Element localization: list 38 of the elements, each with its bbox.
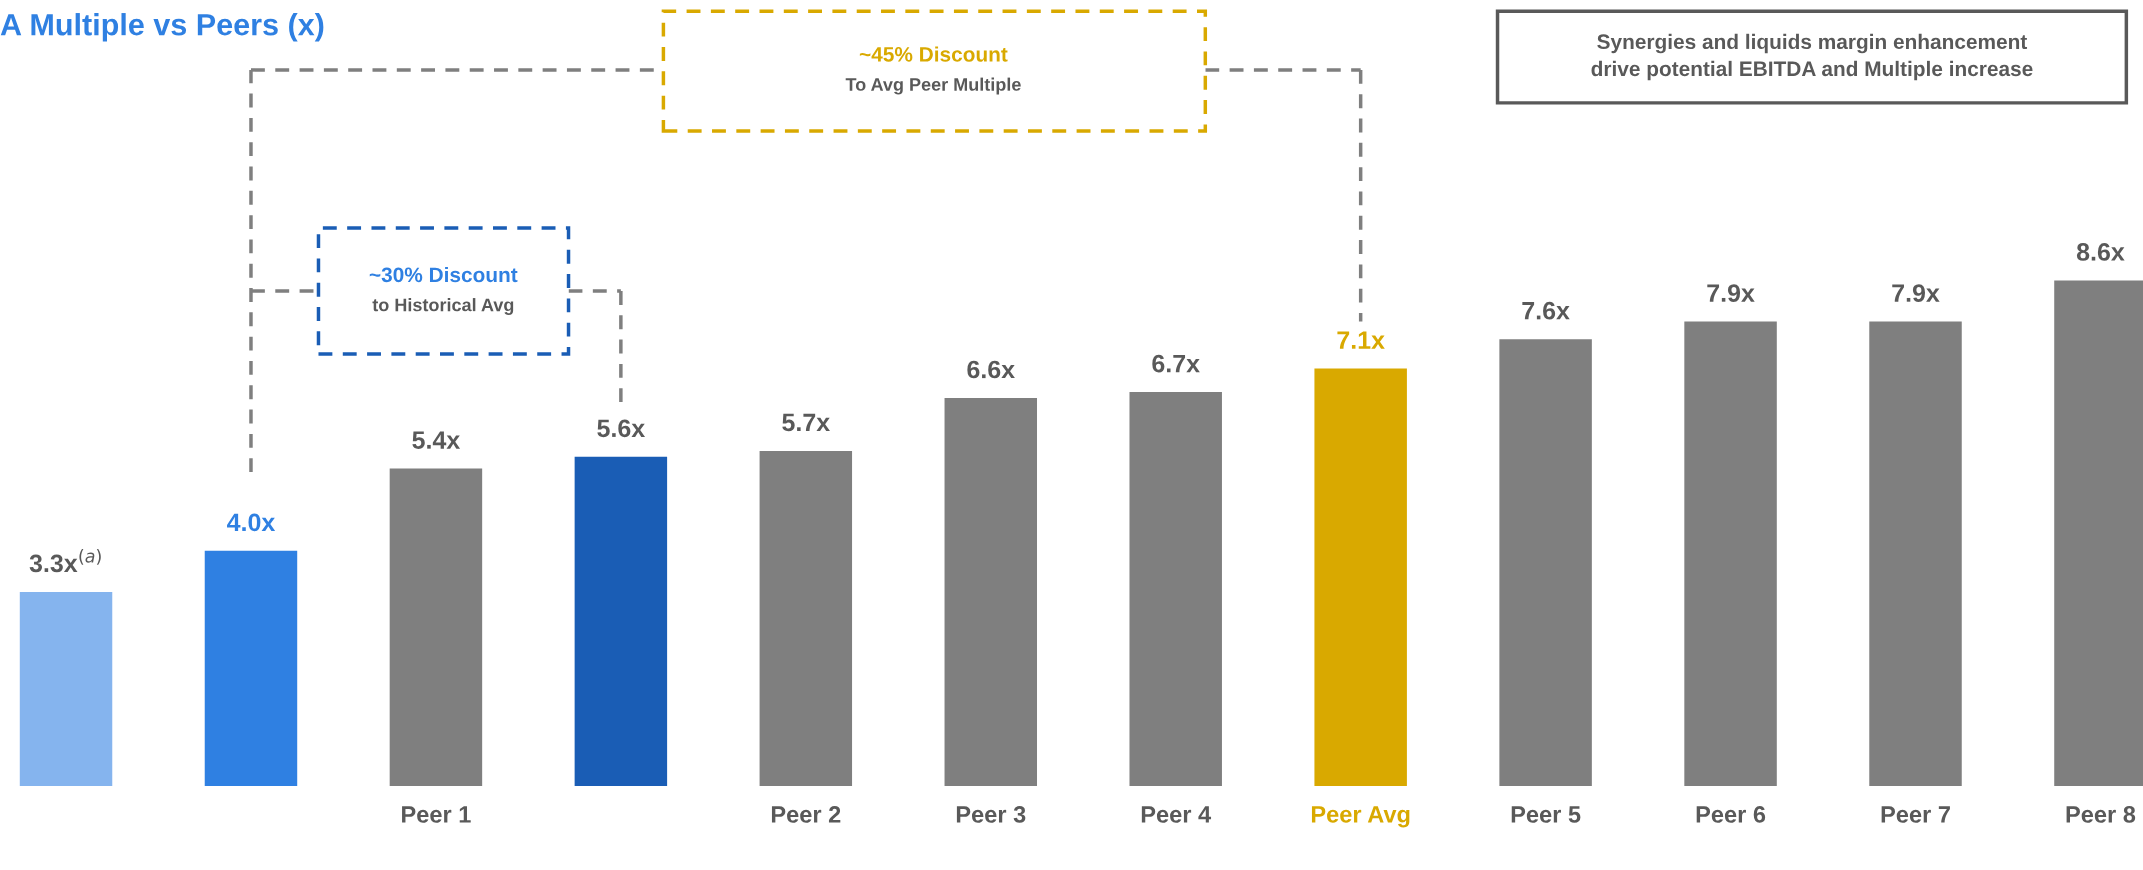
bar	[19, 592, 113, 786]
data-label: 5.6x	[597, 419, 646, 438]
data-label: 3.3x$^{(a)}$	[29, 549, 101, 573]
bar	[574, 456, 668, 786]
x-tick-label: Peer 4	[1141, 806, 1212, 823]
bar	[389, 468, 483, 786]
x-tick-label: Peer 5	[1511, 806, 1581, 823]
bar	[944, 398, 1038, 786]
data-label: 6.6x	[967, 360, 1015, 379]
data-label: 5.7x	[782, 413, 830, 432]
x-tick-label: Peer 1	[402, 806, 471, 823]
text: ~45% Discount	[859, 46, 1008, 62]
bar	[1499, 339, 1592, 786]
text: Synergies and liquids margin enhancement drive potential EBITDA and Multiple increase	[1591, 33, 2033, 81]
bar	[1129, 392, 1222, 786]
x-tick-label: Peer 7	[1881, 806, 1950, 823]
data-label: 5.4x	[412, 431, 461, 449]
x-tick-label: Peer 3	[956, 806, 1026, 823]
annotation: ~30% Discount	[369, 266, 518, 283]
bar	[204, 550, 298, 786]
chart-title: A Multiple vs Peers (x)	[0, 13, 324, 42]
bar	[759, 450, 853, 786]
data-label: 7.6x	[1522, 301, 1570, 320]
data-label: 7.9x	[1892, 284, 1940, 302]
bar	[1684, 321, 1777, 786]
data-label: 6.7x	[1152, 354, 1200, 373]
data-label: 8.6x	[2076, 243, 2125, 261]
x-tick-label: Peer 2	[771, 806, 841, 823]
data-label: 4.0x	[227, 513, 276, 532]
x-tick-label: Peer Avg	[1311, 806, 1410, 828]
data-label: 7.1x	[1337, 331, 1385, 349]
x-tick-label: Peer 6	[1696, 806, 1766, 823]
bar	[1869, 321, 1962, 786]
text: To Avg Peer Multiple	[845, 77, 1021, 95]
x-tick-label: Peer 8	[2066, 806, 2136, 823]
bar	[1314, 368, 1407, 786]
data-label: 7.9x	[1707, 284, 1755, 302]
annotation: to Historical Avg	[372, 298, 514, 315]
